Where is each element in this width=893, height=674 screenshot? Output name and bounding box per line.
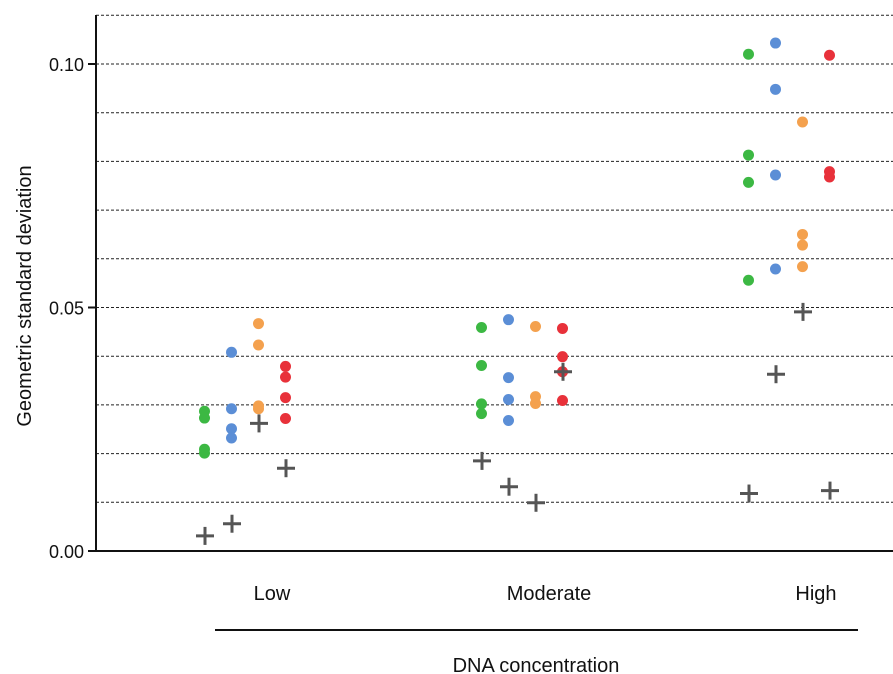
data-point-blue [770,83,781,95]
data-point-green [199,412,210,424]
y-axis-title: Geometric standard deviation [14,165,36,426]
data-point-green [476,408,487,420]
axes [95,15,893,631]
data-point-orange [797,228,808,240]
data-point-green [476,398,487,410]
data-point-blue [503,372,514,384]
x-tick-label: Moderate [507,583,592,605]
data-point-green [743,149,754,161]
data-point-green [743,48,754,60]
cross-marker [277,459,295,478]
data-point-red [280,360,291,372]
data-point-red [557,351,568,363]
data-point-red [824,49,835,61]
cross-marker [250,414,268,433]
cross-marker [821,481,839,500]
data-point-blue [503,414,514,426]
data-point-orange [253,403,264,415]
y-tick-label: 0.00 [49,542,84,562]
cross-marker [794,302,812,321]
data-point-green [199,447,210,459]
data-point-blue [503,394,514,406]
data-point-blue [226,403,237,415]
data-point-blue [226,432,237,444]
cross-marker [196,526,214,545]
y-tick-label: 0.05 [49,299,84,319]
data-point-green [743,176,754,188]
data-point-orange [530,320,541,332]
cross-marker [554,362,572,381]
data-point-green [743,274,754,286]
data-point-blue [226,423,237,435]
data-point-green [476,359,487,371]
data-point-blue [503,314,514,326]
data-point-orange [253,318,264,330]
data-points [196,37,839,545]
x-tick-label: High [795,583,836,605]
x-axis-title: DNA concentration [453,655,620,674]
data-point-red [557,322,568,334]
cross-marker [767,365,785,384]
cross-marker [740,484,758,503]
y-tick-label: 0.10 [49,55,84,75]
x-tick-labels: Low Moderate High [254,583,837,605]
cross-marker [473,451,491,470]
data-point-blue [770,169,781,181]
data-point-red [557,395,568,407]
data-point-red [824,171,835,183]
cross-marker [500,477,518,496]
data-point-orange [530,397,541,409]
data-point-green [476,321,487,333]
data-point-blue [226,346,237,358]
cross-marker [527,493,545,512]
data-point-orange [253,339,264,351]
data-point-orange [797,261,808,273]
x-tick-label: Low [254,583,291,605]
y-ticks: 0.00 0.05 0.10 [49,55,96,562]
data-point-red [280,413,291,425]
data-point-red [280,371,291,383]
data-point-red [280,392,291,404]
data-point-orange [797,239,808,251]
data-point-orange [797,116,808,128]
cross-marker [223,514,241,533]
data-point-blue [770,37,781,49]
data-point-blue [770,263,781,275]
